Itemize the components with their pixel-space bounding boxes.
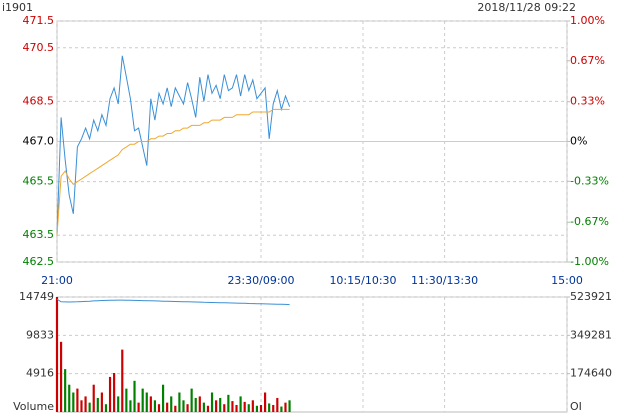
volume-label: Volume	[13, 400, 54, 413]
volume-bar	[100, 392, 103, 412]
volume-bar	[239, 396, 242, 412]
volume-bar	[223, 404, 226, 412]
y-tick-label: 465.5	[23, 175, 55, 188]
volume-bar	[76, 388, 79, 412]
volume-bar	[227, 394, 230, 412]
volume-bar	[141, 388, 144, 412]
volume-bar	[166, 402, 169, 412]
volume-bar	[153, 400, 157, 412]
volume-bar	[55, 297, 59, 412]
volume-bar	[96, 397, 99, 412]
volume-bar	[117, 396, 120, 412]
y-tick-label: 463.5	[23, 228, 55, 241]
volume-bar	[288, 400, 291, 412]
y-tick-label: 471.5	[23, 14, 55, 27]
volume-bar	[231, 401, 234, 412]
data-line	[56, 55, 291, 236]
volume-bar	[72, 392, 75, 412]
volume-bar	[243, 401, 246, 412]
volume-bar	[255, 405, 259, 412]
volume-bar	[88, 402, 91, 412]
volume-bar	[178, 392, 181, 412]
y2-tick-label: -1.00%	[570, 255, 609, 268]
volume-bar	[215, 400, 218, 412]
y-tick-label: 470.5	[23, 41, 55, 54]
volume-bar	[92, 384, 95, 412]
volume-bar	[186, 404, 189, 412]
volume-bar	[161, 384, 165, 412]
volume-bar	[202, 402, 205, 412]
x-tick-label: 21:00	[41, 274, 73, 287]
volume-bar	[170, 396, 173, 412]
volume-bar	[268, 403, 271, 412]
volume-bar	[206, 405, 210, 412]
volume-bar	[235, 404, 238, 412]
volume-bar	[84, 396, 87, 412]
y-tick-label: 467.0	[23, 135, 55, 148]
timestamp: 2018/11/28 09:22	[477, 1, 576, 14]
volume-bar	[80, 400, 83, 412]
volume-bar	[108, 376, 112, 412]
y-tick-label: 9833	[26, 328, 54, 341]
volume-bar	[219, 397, 222, 412]
volume-bar	[64, 369, 67, 412]
volume-bar	[133, 380, 136, 412]
volume-bar	[263, 392, 267, 412]
volume-bar	[280, 406, 283, 412]
volume-bar	[157, 404, 161, 412]
symbol: i1901	[2, 1, 33, 14]
volume-bar	[68, 384, 71, 412]
oi-label: OI	[570, 400, 582, 413]
y2-tick-label: 523921	[570, 290, 612, 303]
y2-tick-label: 349281	[570, 328, 612, 341]
volume-bar	[276, 397, 279, 412]
y2-tick-label: 174640	[570, 367, 612, 380]
x-tick-label: 15:00	[551, 274, 583, 287]
y2-tick-label: 0.33%	[570, 95, 605, 108]
y-tick-label: 14749	[19, 290, 54, 303]
volume-bar	[284, 402, 287, 412]
volume-bar	[182, 400, 185, 412]
volume-bar	[104, 404, 108, 412]
volume-bar	[210, 392, 214, 412]
data-line	[56, 108, 290, 236]
volume-bar	[145, 392, 148, 412]
volume-bar	[137, 402, 140, 412]
volume-bar	[194, 397, 197, 412]
x-tick-label: 11:30/13:30	[411, 274, 478, 287]
y2-tick-label: -0.67%	[570, 215, 609, 228]
volume-bar	[149, 396, 152, 412]
x-tick-label: 10:15/10:30	[329, 274, 396, 287]
y2-tick-label: 0%	[570, 135, 587, 148]
y-tick-label: 4916	[26, 367, 54, 380]
volume-bar	[272, 404, 275, 412]
volume-bar	[113, 373, 116, 412]
volume-bar	[247, 404, 250, 412]
volume-bar	[129, 400, 132, 412]
y-tick-label: 462.5	[23, 255, 55, 268]
volume-bar	[259, 404, 263, 412]
volume-bar	[174, 405, 177, 412]
volume-bar	[125, 388, 128, 412]
y2-tick-label: 0.67%	[570, 54, 605, 67]
data-line	[56, 298, 290, 306]
x-tick-label: 23:30/09:00	[227, 274, 294, 287]
y2-tick-label: -0.33%	[570, 174, 609, 187]
volume-bar	[121, 349, 124, 412]
volume-bar	[198, 396, 201, 412]
volume-bar	[190, 388, 193, 412]
volume-bar	[59, 341, 63, 412]
volume-bar	[251, 400, 254, 412]
y2-tick-label: 1.00%	[570, 14, 605, 27]
y-tick-label: 468.5	[23, 94, 55, 107]
